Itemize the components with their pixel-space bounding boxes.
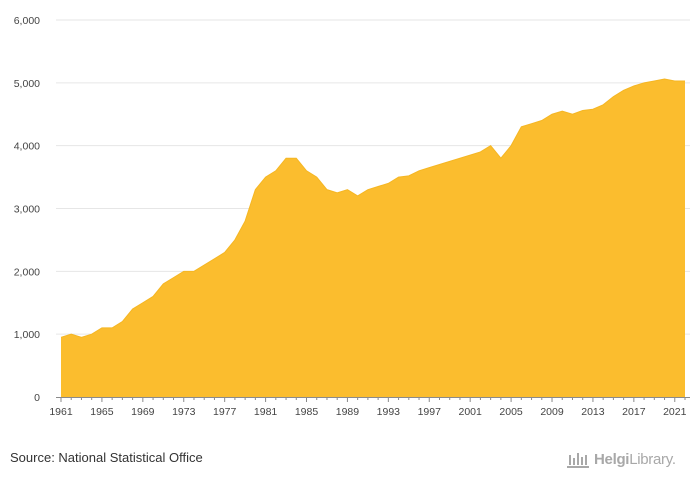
area-fill xyxy=(61,79,685,398)
x-tick-label: 2021 xyxy=(663,406,687,418)
library-columns-icon xyxy=(567,453,589,468)
x-tick-label: 1997 xyxy=(418,406,442,418)
x-axis-labels: 1961 1965 1969 1973 1977 1981 1985 1989 1993 1997… xyxy=(49,406,686,418)
area-outline xyxy=(60,78,685,338)
y-tick-label: 3,000 xyxy=(14,204,40,216)
x-tick-label: 1965 xyxy=(90,406,114,418)
y-tick-label: 4,000 xyxy=(14,141,40,153)
y-tick-label: 6,000 xyxy=(14,15,40,27)
y-tick-label: 1,000 xyxy=(14,329,40,341)
x-tick-label: 2005 xyxy=(499,406,523,418)
y-tick-label: 0 xyxy=(34,392,40,404)
logo-light: Library. xyxy=(629,450,676,468)
x-tick-label: 2017 xyxy=(622,406,646,418)
helgi-library-logo[interactable]: HelgiLibrary. xyxy=(566,446,676,472)
logo-bold: Helgi xyxy=(594,450,630,468)
y-tick-label: 5,000 xyxy=(14,78,40,90)
y-tick-label: 2,000 xyxy=(14,266,40,278)
x-tick-label: 1977 xyxy=(213,406,237,418)
x-tick-label: 1969 xyxy=(131,406,155,418)
x-tick-label: 2009 xyxy=(540,406,564,418)
x-tick-label: 1981 xyxy=(254,406,278,418)
x-tick-label: 1989 xyxy=(336,406,360,418)
x-tick-label: 1961 xyxy=(49,406,73,418)
x-axis xyxy=(56,397,690,402)
x-tick-label: 1993 xyxy=(377,406,401,418)
source-note: Source: National Statistical Office xyxy=(10,450,203,465)
logo-text: HelgiLibrary. xyxy=(594,451,676,468)
x-tick-label: 2001 xyxy=(459,406,483,418)
y-axis-labels: 0 1,000 2,000 3,000 4,000 5,000 6,000 xyxy=(14,15,40,404)
x-tick-label: 2013 xyxy=(581,406,605,418)
x-tick-label: 1985 xyxy=(295,406,319,418)
area-series xyxy=(60,78,685,398)
x-tick-label: 1973 xyxy=(172,406,196,418)
